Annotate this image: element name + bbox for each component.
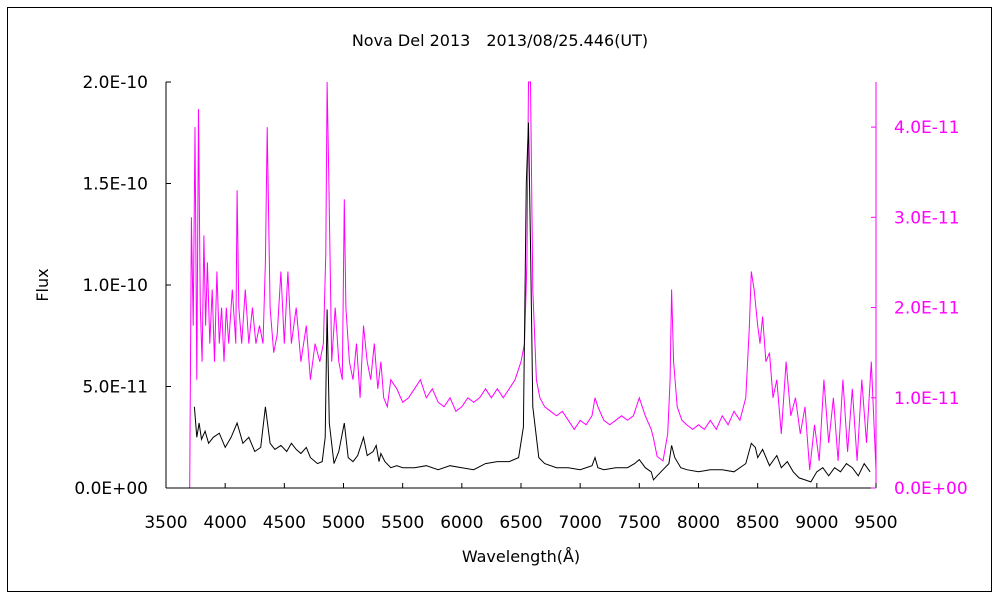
y-left-tick-label: 1.5E-10	[82, 175, 148, 195]
x-tick-label: 9000	[795, 513, 838, 533]
plot-area	[166, 82, 876, 488]
y-right-tick-label: 1.0E-11	[894, 389, 960, 409]
axes-layer: 3500 4000 4500 5000 5500 6000 6500 7000 7500 8000…	[74, 73, 967, 533]
x-tick-label: 4500	[263, 513, 306, 533]
x-tick-label: 5500	[381, 513, 424, 533]
series-line-right-axis	[189, 81, 877, 489]
x-axis-label: Wavelength(Å)	[462, 547, 580, 566]
x-tick-label: 5000	[322, 513, 365, 533]
x-tick-label: 7000	[559, 513, 602, 533]
x-tick-label: 7500	[618, 513, 661, 533]
x-tick-label: 9500	[854, 513, 897, 533]
y-axis-label: Flux	[33, 268, 52, 301]
x-tick-label: 8000	[677, 513, 720, 533]
x-tick-label: 8500	[736, 513, 779, 533]
series-line-left-axis	[193, 122, 871, 483]
x-tick-label: 3500	[144, 513, 187, 533]
y-left-tick-label: 0.0E+00	[74, 479, 148, 499]
chart-title: Nova Del 2013 2013/08/25.446(UT)	[352, 31, 648, 50]
y-left-tick-label: 5.0E-11	[82, 378, 148, 398]
y-right-tick-label: 3.0E-11	[894, 208, 960, 228]
series-layer	[189, 81, 877, 489]
x-tick-label: 6000	[440, 513, 483, 533]
y-left-tick-label: 2.0E-10	[82, 73, 148, 93]
x-tick-label: 6500	[499, 513, 542, 533]
y-right-tick-label: 4.0E-11	[894, 118, 960, 138]
y-right-tick-label: 0.0E+00	[894, 479, 968, 499]
y-left-tick-label: 1.0E-10	[82, 276, 148, 296]
y-right-tick-label: 2.0E-11	[894, 299, 960, 319]
x-tick-label: 4000	[204, 513, 247, 533]
